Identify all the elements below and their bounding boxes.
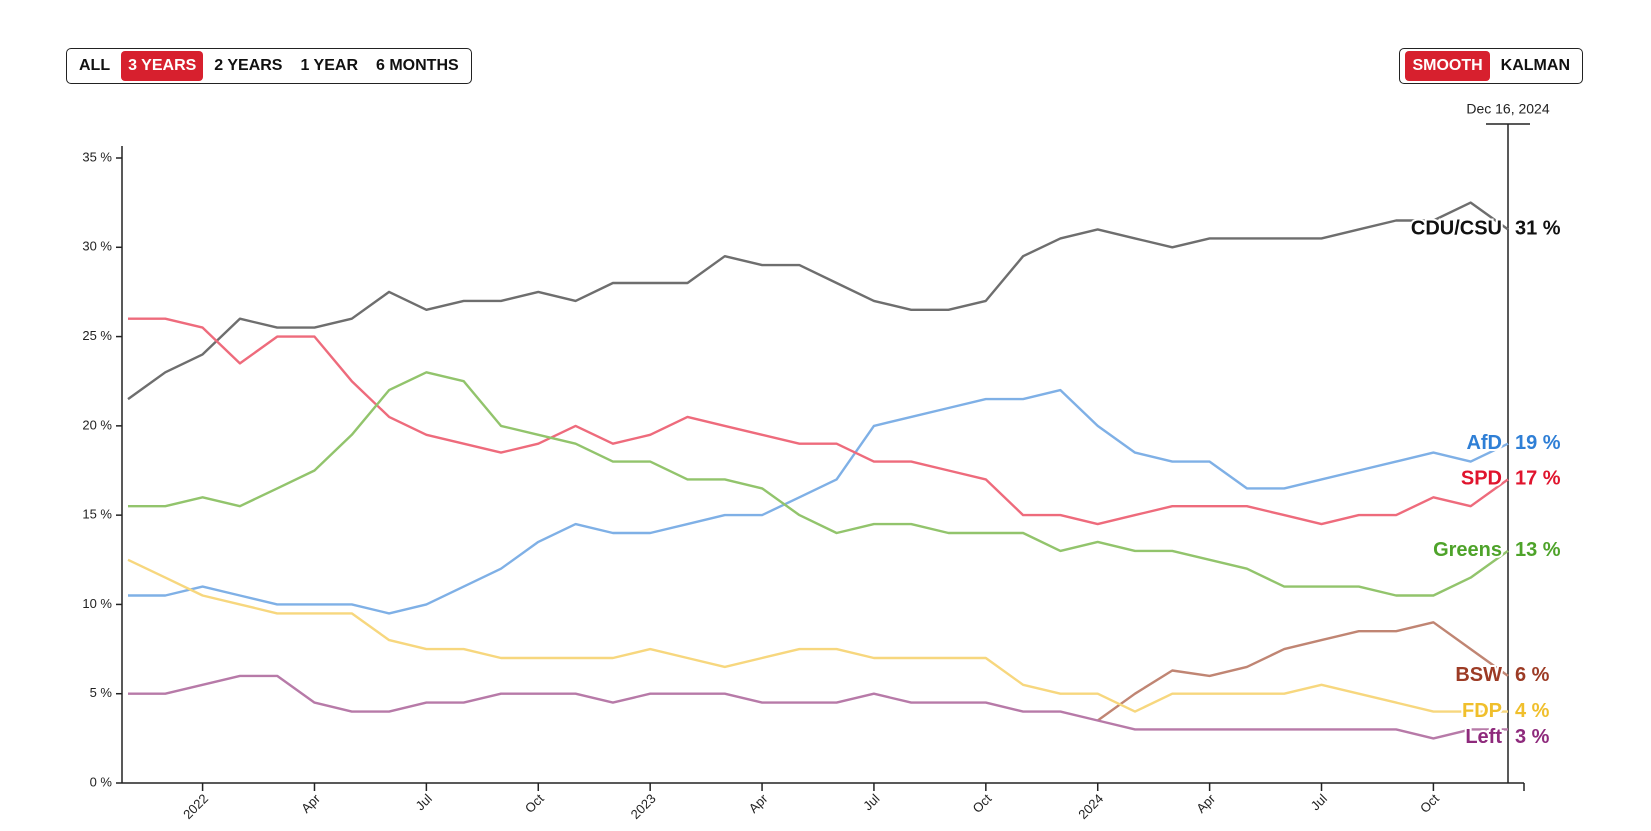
y-tick-label: 35 % — [82, 149, 112, 164]
y-tick-label: 15 % — [82, 507, 112, 522]
x-tick-label: Apr — [298, 790, 323, 815]
x-tick-label: Oct — [969, 791, 994, 816]
y-tick-label: 5 % — [90, 685, 113, 700]
legend-label: BSW — [1455, 664, 1502, 686]
y-tick-label: 30 % — [82, 239, 112, 254]
x-tick-label: Apr — [746, 790, 771, 815]
x-tick-label: Oct — [522, 791, 547, 816]
y-tick-label: 25 % — [82, 328, 112, 343]
legend-label: AfD — [1466, 432, 1502, 454]
toggle-button[interactable]: 1 YEAR — [300, 57, 358, 74]
toggle-button[interactable]: 2 YEARS — [214, 57, 283, 74]
series-line — [127, 201, 1509, 401]
series-line — [128, 674, 1508, 740]
series-line — [128, 388, 1509, 615]
value-label: 3 % — [1515, 726, 1550, 748]
toggle-button[interactable]: ALL — [79, 57, 111, 74]
legend-label: SPD — [1461, 468, 1502, 490]
x-tick-label: Jul — [1308, 791, 1330, 813]
date-label: Dec 16, 2024 — [1466, 101, 1549, 117]
value-label: 13 % — [1515, 539, 1561, 561]
toggle-button[interactable]: SMOOTH — [1405, 51, 1490, 81]
method-selector: SMOOTH KALMAN — [1399, 48, 1583, 84]
series-line — [127, 558, 1508, 713]
legend-label: CDU/CSU — [1411, 218, 1502, 240]
toggle-button[interactable]: KALMAN — [1500, 57, 1570, 74]
y-tick-label: 0 % — [90, 774, 113, 789]
x-tick-label: Apr — [1193, 790, 1218, 815]
y-tick-label: 20 % — [82, 417, 112, 432]
series-line — [128, 317, 1509, 526]
x-tick-label: 2024 — [1075, 791, 1106, 822]
x-tick-label: Jul — [413, 791, 435, 813]
y-tick-label: 10 % — [82, 596, 112, 611]
x-tick-label: 2023 — [628, 791, 659, 822]
value-label: 4 % — [1515, 700, 1550, 722]
legend-label: FDP — [1462, 700, 1502, 722]
value-label: 17 % — [1515, 468, 1561, 490]
toggle-button[interactable]: 6 MONTHS — [376, 57, 459, 74]
value-label: 31 % — [1515, 218, 1561, 240]
legend-label: Left — [1465, 726, 1502, 748]
series-line — [1096, 621, 1509, 722]
x-tick-label: Oct — [1417, 791, 1442, 816]
toggle-button[interactable]: 3 YEARS — [121, 51, 204, 81]
range-selector: ALL 3 YEARS 2 YEARS 1 YEAR 6 MONTHS — [66, 48, 472, 84]
series-line — [128, 371, 1509, 597]
value-label: 19 % — [1515, 432, 1561, 454]
value-label: 6 % — [1515, 664, 1550, 686]
legend-label: Greens — [1433, 539, 1502, 561]
x-tick-label: 2022 — [180, 791, 211, 822]
x-tick-label: Jul — [860, 791, 882, 813]
